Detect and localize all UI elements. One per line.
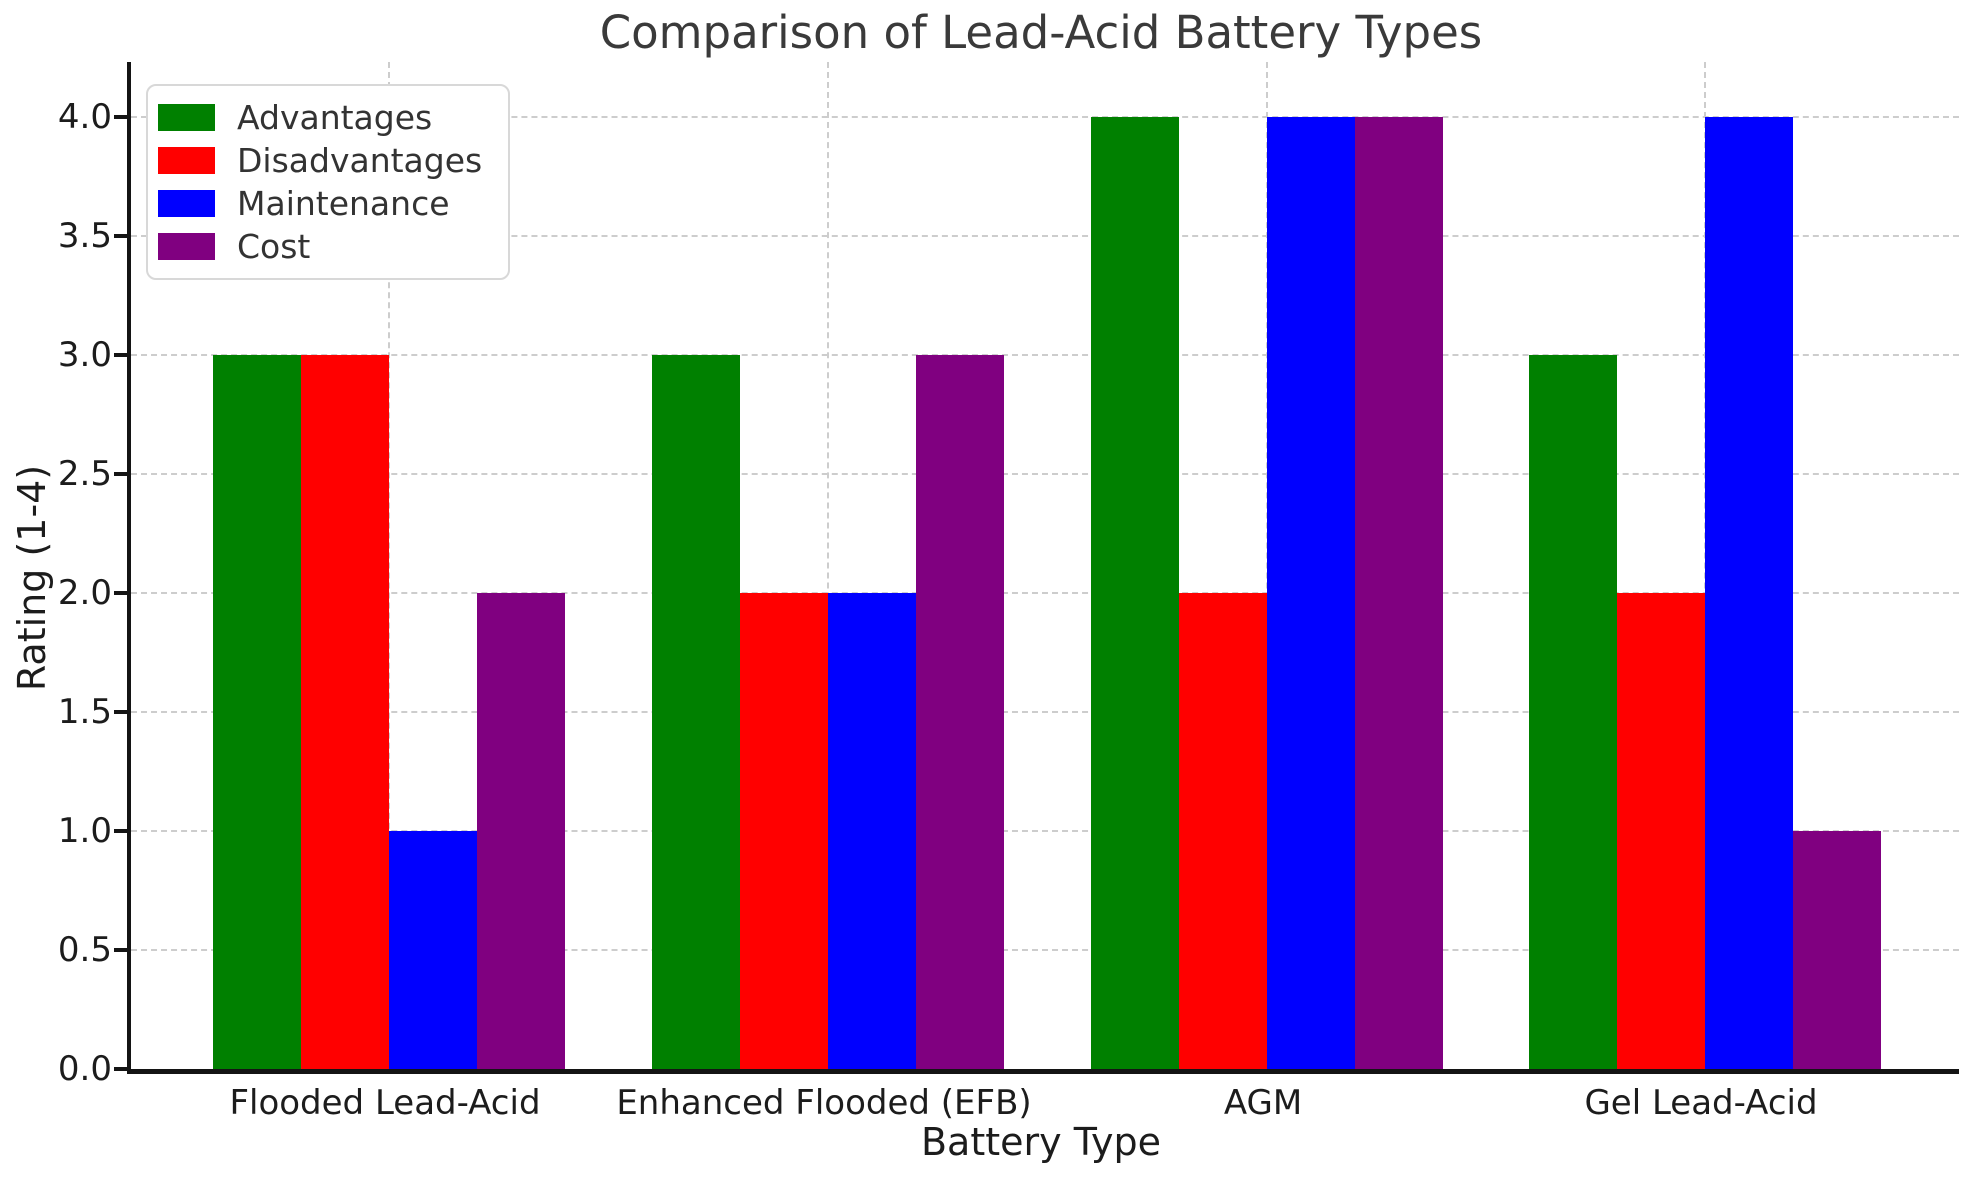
legend-label: Advantages [237, 98, 433, 137]
y-tick-mark [114, 709, 127, 714]
y-tick-label: 2.0 [57, 572, 112, 613]
y-tick-mark [114, 352, 127, 357]
y-tick-label: 1.0 [57, 810, 112, 851]
y-tick-label: 0.5 [57, 929, 112, 970]
bar-advantages-2 [652, 354, 740, 1069]
bar-disadvantages-4 [1617, 592, 1705, 1069]
y-tick-mark [114, 828, 127, 833]
bar-maintenance-1 [389, 830, 477, 1069]
plot-area: Advantages Disadvantages Maintenance Cost [127, 62, 1959, 1074]
y-gridline [131, 710, 1959, 713]
bar-advantages-3 [1091, 116, 1179, 1069]
chart-title: Comparison of Lead-Acid Battery Types [599, 6, 1483, 59]
legend-label: Maintenance [237, 184, 450, 223]
y-tick-label: 3.5 [57, 215, 112, 256]
y-tick-label: 3.0 [57, 334, 112, 375]
legend-swatch-cost [158, 233, 215, 260]
legend-item-maintenance: Maintenance [158, 182, 482, 225]
x-tick-label: Enhanced Flooded (EFB) [616, 1083, 1032, 1123]
y-gridline [131, 591, 1959, 594]
bar-disadvantages-1 [301, 354, 389, 1069]
x-tick-label: AGM [1223, 1083, 1303, 1123]
legend-swatch-maintenance [158, 190, 215, 217]
bar-maintenance-3 [1267, 116, 1355, 1069]
bar-maintenance-2 [828, 592, 916, 1069]
y-gridline [131, 115, 1959, 118]
y-tick-mark [114, 590, 127, 595]
y-gridline [131, 472, 1959, 475]
bar-cost-3 [1355, 116, 1443, 1069]
legend-label: Disadvantages [237, 141, 483, 180]
bar-advantages-1 [213, 354, 301, 1069]
y-tick-mark [114, 114, 127, 119]
y-tick-mark [114, 947, 127, 952]
y-tick-mark [114, 233, 127, 238]
y-gridline [131, 353, 1959, 356]
legend-item-advantages: Advantages [158, 96, 482, 139]
bar-disadvantages-2 [740, 592, 828, 1069]
legend-swatch-advantages [158, 104, 215, 131]
y-tick-label: 1.5 [57, 691, 112, 732]
y-gridline [131, 829, 1959, 832]
legend: Advantages Disadvantages Maintenance Cost [146, 84, 511, 280]
legend-item-cost: Cost [158, 225, 482, 268]
y-tick-label: 0.0 [57, 1049, 112, 1089]
y-tick-label: 4.0 [57, 96, 112, 137]
bar-disadvantages-3 [1179, 592, 1267, 1069]
bar-cost-1 [477, 592, 565, 1069]
bar-advantages-4 [1529, 354, 1617, 1069]
legend-label: Cost [237, 227, 311, 266]
x-tick-label: Flooded Lead-Acid [229, 1083, 541, 1123]
y-tick-mark [114, 471, 127, 476]
legend-item-disadvantages: Disadvantages [158, 139, 482, 182]
y-gridline [131, 948, 1959, 951]
y-tick-mark [114, 1067, 127, 1071]
x-tick-label: Gel Lead-Acid [1584, 1083, 1818, 1123]
legend-swatch-disadvantages [158, 147, 215, 174]
x-gridline [388, 62, 390, 1069]
x-gridline [827, 62, 829, 1069]
y-gridline [131, 234, 1959, 237]
bar-cost-4 [1793, 830, 1881, 1069]
x-axis-label: Battery Type [920, 1120, 1161, 1164]
y-tick-label: 2.5 [57, 453, 112, 494]
bar-maintenance-4 [1705, 116, 1793, 1069]
bar-cost-2 [916, 354, 1004, 1069]
